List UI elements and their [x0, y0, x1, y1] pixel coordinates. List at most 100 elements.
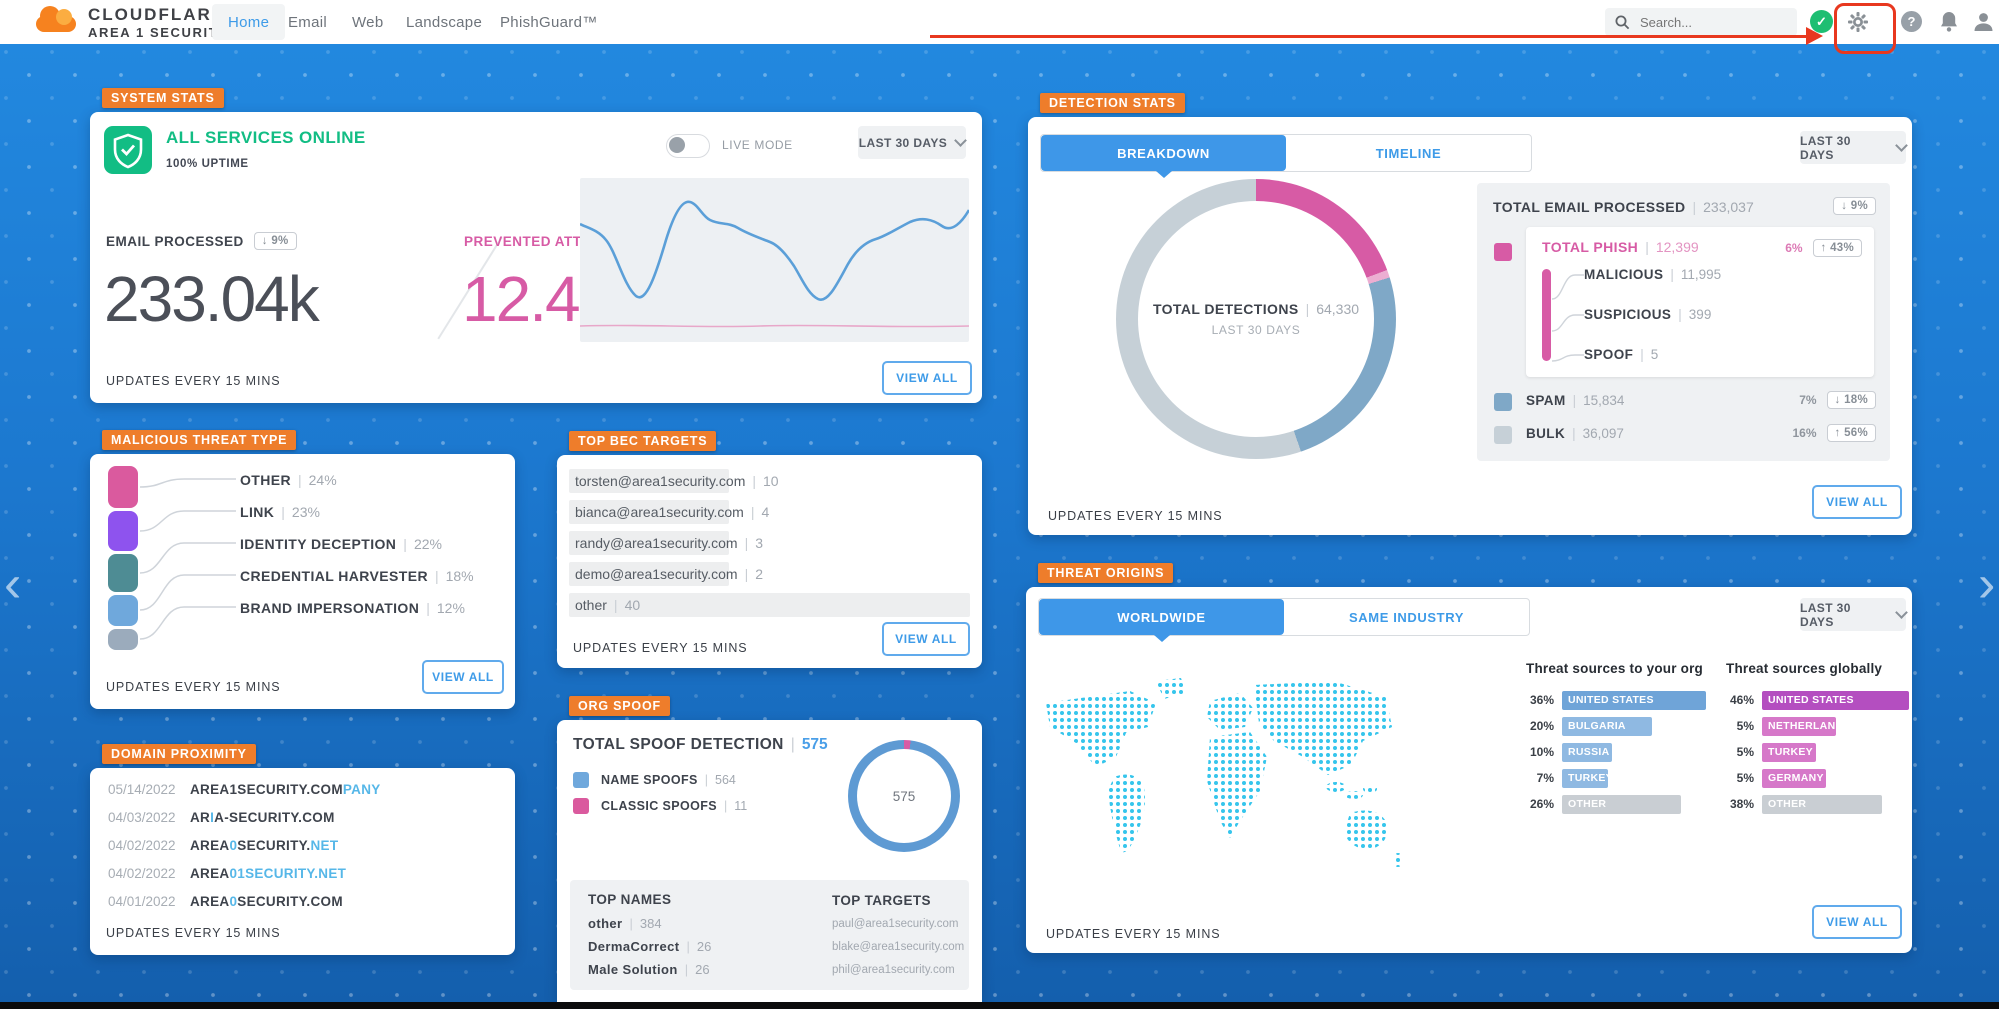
bec-email: other [575, 597, 607, 613]
spoof-donut-chart: 575 [848, 740, 960, 852]
org-bar-russia: RUSSIA [1562, 743, 1612, 762]
global-bar-turkey: TURKEY [1762, 743, 1816, 762]
top-target: blake@area1security.com [832, 941, 965, 953]
origins-view-all-button[interactable]: VIEW ALL [1812, 905, 1902, 939]
domain-date: 04/01/2022 [108, 894, 176, 909]
bec-count: 40 [624, 597, 641, 613]
global-bar-netherlands: NETHERLANDS [1762, 717, 1836, 736]
notifications-bell-icon[interactable] [1938, 10, 1960, 33]
threat-value: 24% [308, 472, 337, 488]
phish-bar [1542, 269, 1551, 361]
malicious-view-all-button[interactable]: VIEW ALL [422, 660, 504, 694]
nav-item-landscape[interactable]: Landscape [406, 13, 483, 31]
bec-row[interactable]: bianca@area1security.com | 4 [569, 500, 769, 524]
chevron-down-icon [954, 134, 968, 147]
live-mode-label: LIVE MODE [722, 138, 793, 152]
tab-breakdown[interactable]: BREAKDOWN [1041, 135, 1286, 178]
top-name: DermaCorrect [588, 939, 680, 954]
uptime-label: 100% UPTIME [166, 158, 249, 170]
bottom-strip [0, 1002, 1999, 1009]
org-bar-turkey: TURKEY [1562, 769, 1608, 788]
bec-view-all-button[interactable]: VIEW ALL [882, 622, 970, 656]
tab-same-industry[interactable]: SAME INDUSTRY [1349, 609, 1464, 625]
system-updates-note: UPDATES EVERY 15 MINS [106, 374, 281, 388]
global-bar-other: OTHER [1762, 795, 1882, 814]
origins-tabbar: WORLDWIDE SAME INDUSTRY [1038, 598, 1530, 642]
domain-row[interactable]: 04/01/2022 AREA 0 SECURITY.COM [108, 894, 343, 909]
domain-row[interactable]: 05/14/2022 AREA1SECURITY.COM PANY [108, 782, 381, 797]
donut-center-value: 64,330 [1316, 301, 1360, 317]
bec-email: bianca@area1security.com [575, 504, 744, 520]
origins-range-value: LAST 30 DAYS [1800, 600, 1851, 629]
domain-date: 04/02/2022 [108, 866, 176, 881]
origins-range-dropdown[interactable]: LAST 30 DAYS [1800, 598, 1908, 631]
tab-worldwide[interactable]: WORLDWIDE [1039, 599, 1284, 642]
detection-stats-card: BREAKDOWN TIMELINE LAST 30 DAYS TOTAL DE… [1028, 117, 1912, 535]
threat-value: 22% [413, 536, 442, 552]
bec-row[interactable]: demo@area1security.com | 2 [569, 562, 763, 586]
user-profile-icon[interactable] [1972, 10, 1995, 33]
spoof-title: TOTAL SPOOF DETECTION [573, 736, 784, 753]
detection-view-all-button[interactable]: VIEW ALL [1812, 485, 1902, 519]
origins-updates-note: UPDATES EVERY 15 MINS [1046, 927, 1221, 941]
bec-row[interactable]: torsten@area1security.com | 10 [569, 469, 779, 493]
email-traffic-sparkline [579, 178, 971, 342]
brand-line1: CLOUDFLARE [88, 5, 226, 24]
domain-row[interactable]: 04/03/2022 AR I A-SECURITY.COM [108, 810, 335, 825]
bec-count: 3 [755, 535, 764, 551]
bec-row[interactable]: other | 40 [569, 593, 971, 617]
services-shield-icon [104, 126, 152, 174]
live-mode-toggle[interactable] [666, 134, 710, 158]
detection-tabbar: BREAKDOWN TIMELINE [1040, 134, 1532, 178]
nav-item-email[interactable]: Email [288, 13, 328, 31]
bec-email: randy@area1security.com [575, 535, 738, 551]
nav-item-web[interactable]: Web [352, 13, 384, 31]
detection-updates-note: UPDATES EVERY 15 MINS [1048, 509, 1223, 523]
phish-delta-badge: ↑ 43% [1812, 239, 1862, 257]
classic-spoofs-swatch [573, 798, 589, 814]
nav-item-home[interactable]: Home [212, 4, 286, 40]
tab-timeline[interactable]: TIMELINE [1375, 145, 1442, 161]
domain-row[interactable]: 04/02/2022 AREA 0 SECURITY. NET [108, 838, 339, 853]
domain-date: 04/03/2022 [108, 810, 176, 825]
global-sources-header: Threat sources globally [1726, 661, 1883, 676]
page-right-chevron-icon[interactable]: › [1978, 555, 1996, 613]
spoof-label: SPOOF [1584, 347, 1634, 362]
search-input[interactable] [1638, 13, 1782, 31]
detection-range-dropdown[interactable]: LAST 30 DAYS [1800, 131, 1908, 164]
threat-origins-tag: THREAT ORIGINS [1038, 563, 1174, 583]
domain-proximity-tag: DOMAIN PROXIMITY [102, 744, 256, 764]
system-stats-tag: SYSTEM STATS [102, 88, 224, 108]
threat-value: 12% [436, 600, 465, 616]
system-view-all-button[interactable]: VIEW ALL [882, 361, 972, 395]
bec-row[interactable]: randy@area1security.com | 3 [569, 531, 763, 555]
nav-item-phishguard[interactable]: PhishGuard™ [500, 13, 598, 31]
threat-segment-identity [108, 554, 138, 592]
top-target: paul@area1security.com [832, 918, 959, 930]
system-range-dropdown[interactable]: LAST 30 DAYS [858, 126, 968, 159]
phish-connector-lines [1551, 274, 1584, 362]
total-email-label: TOTAL EMAIL PROCESSED [1493, 199, 1686, 215]
settings-gear-icon[interactable] [1847, 11, 1869, 33]
malicious-updates-note: UPDATES EVERY 15 MINS [106, 680, 281, 694]
search-box[interactable] [1605, 8, 1797, 36]
domain-date: 04/02/2022 [108, 838, 176, 853]
annotation-arrow-line [930, 35, 1808, 38]
email-processed-value: 233.04k [104, 263, 320, 335]
bec-count: 10 [763, 473, 779, 489]
threat-segment-credential [108, 595, 138, 626]
spam-delta-badge: ↓ 18% [1826, 391, 1876, 409]
page-left-chevron-icon[interactable]: ‹ [4, 555, 22, 613]
detections-donut-chart: TOTAL DETECTIONS | 64,330 LAST 30 DAYS [1116, 179, 1396, 459]
bec-count: 4 [761, 504, 770, 520]
search-icon [1615, 15, 1630, 29]
classic-spoofs-label: CLASSIC SPOOFS [601, 799, 718, 813]
toggle-knob [669, 137, 685, 153]
name-spoofs-value: 564 [715, 773, 736, 787]
chevron-down-icon [1895, 139, 1908, 152]
name-spoofs-label: NAME SPOOFS [601, 773, 698, 787]
domain-row[interactable]: 04/02/2022 AREA 01SECURITY.NET [108, 866, 347, 881]
help-icon[interactable]: ? [1901, 11, 1922, 32]
malicious-threat-tag: MALICIOUS THREAT TYPE [102, 430, 297, 450]
bec-updates-note: UPDATES EVERY 15 MINS [573, 641, 748, 655]
